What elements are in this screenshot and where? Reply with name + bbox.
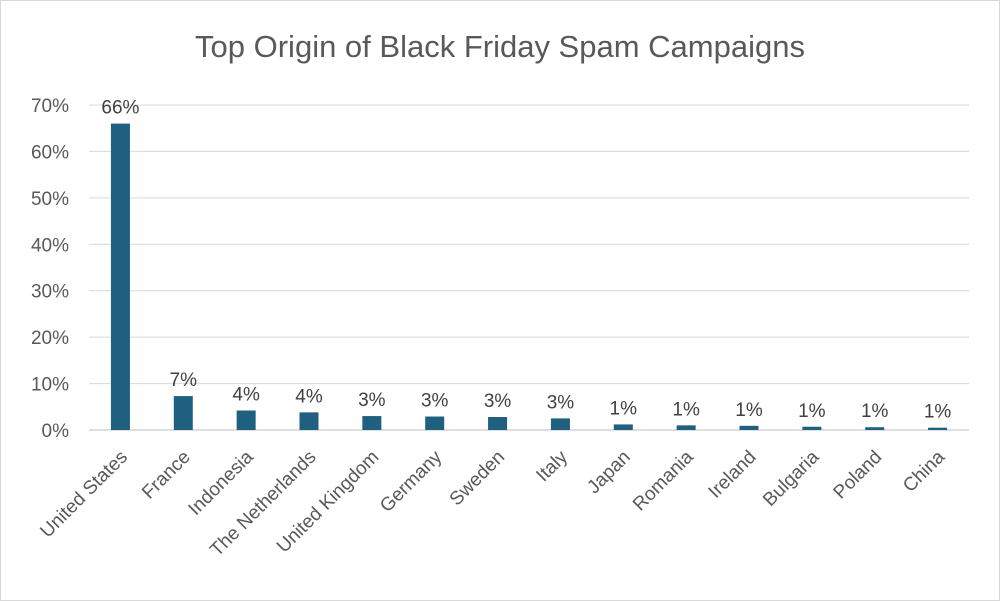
category-label: Germany — [376, 446, 446, 516]
category-label: Poland — [830, 447, 887, 504]
y-tick-label: 20% — [31, 328, 69, 349]
category-label: Romania — [629, 446, 698, 515]
data-label: 3% — [358, 390, 386, 411]
bar — [676, 425, 696, 430]
data-label: 3% — [421, 391, 449, 412]
bar — [613, 424, 633, 430]
y-tick-label: 50% — [31, 189, 69, 210]
category-label: United States — [36, 447, 132, 543]
data-labels: 66% 7% 4% 4% 3% 3% 3% 3% 1% 1% 1% 1% 1% 1% — [101, 98, 951, 423]
data-label: 3% — [547, 392, 575, 413]
chart-title: Top Origin of Black Friday Spam Campaign… — [195, 29, 805, 64]
bar — [236, 410, 256, 430]
y-tick-label: 60% — [31, 142, 69, 163]
data-label: 1% — [610, 398, 638, 419]
y-tick-label: 10% — [31, 375, 69, 396]
category-label: Sweden — [446, 447, 509, 510]
y-tick-label: 30% — [31, 282, 69, 303]
data-label: 1% — [672, 399, 700, 420]
y-tick-label: 0% — [42, 421, 70, 442]
gridlines — [89, 104, 969, 431]
bar — [739, 425, 759, 430]
y-tick-label: 70% — [31, 96, 69, 117]
category-label: Italy — [532, 446, 572, 486]
data-label: 7% — [170, 370, 198, 391]
data-label: 66% — [101, 98, 139, 119]
bar — [173, 396, 193, 430]
bar — [362, 416, 382, 430]
bars — [110, 123, 948, 431]
data-label: 1% — [924, 402, 952, 423]
category-label: Bulgaria — [759, 446, 823, 510]
bar — [802, 426, 822, 430]
data-label: 4% — [295, 386, 323, 407]
bar — [488, 417, 508, 430]
bar — [928, 427, 948, 430]
y-axis-ticks: 0% 10% 20% 30% 40% 50% 60% 70% — [31, 96, 69, 442]
category-label: France — [138, 447, 195, 504]
data-label: 1% — [735, 400, 763, 421]
data-label: 3% — [484, 391, 512, 412]
y-tick-label: 40% — [31, 235, 69, 256]
data-label: 4% — [232, 385, 260, 406]
bar — [865, 427, 885, 430]
data-label: 1% — [861, 401, 889, 422]
bar — [110, 123, 130, 431]
bar — [425, 416, 445, 430]
category-label: Ireland — [705, 447, 761, 503]
category-label: Japan — [583, 447, 634, 498]
category-label: China — [899, 446, 949, 496]
data-label: 1% — [798, 401, 826, 422]
bar — [550, 418, 570, 430]
category-label: The Netherlands — [206, 447, 320, 561]
bar — [299, 412, 319, 430]
